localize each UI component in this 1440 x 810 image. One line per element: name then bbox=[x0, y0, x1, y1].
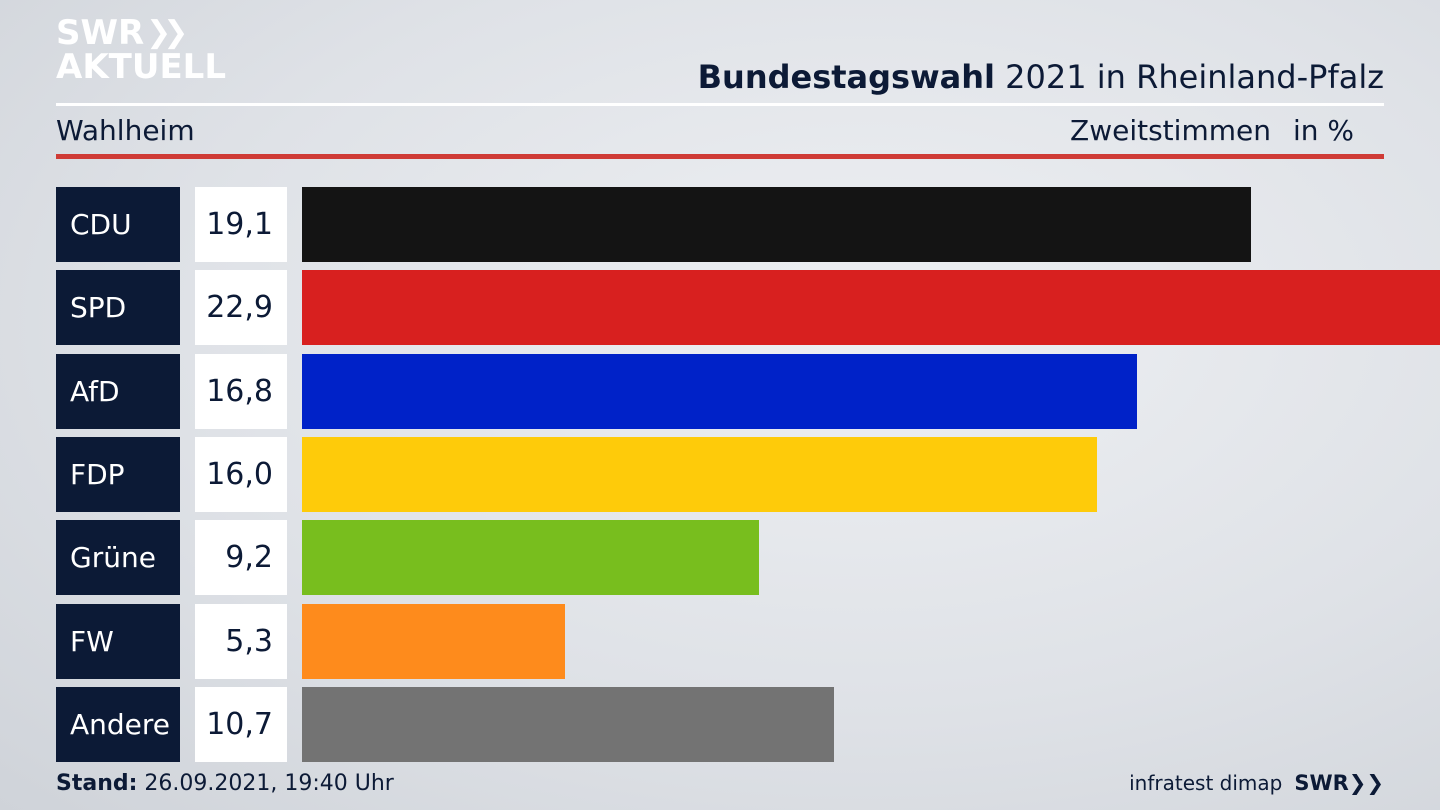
header-divider bbox=[56, 103, 1384, 106]
source-label: infratest dimap bbox=[1129, 771, 1283, 795]
stand-label: Stand: bbox=[56, 771, 138, 796]
bar bbox=[302, 686, 834, 762]
party-label: Andere bbox=[56, 686, 180, 762]
value-label: 16,0 bbox=[195, 436, 287, 512]
chart-title: Bundestagswahl 2021 in Rheinland-Pfalz bbox=[698, 58, 1384, 96]
timestamp: Stand: 26.09.2021, 19:40 Uhr bbox=[56, 771, 394, 796]
accent-divider bbox=[56, 154, 1384, 159]
value-label: 22,9 bbox=[195, 270, 287, 346]
measure-text: Zweitstimmen bbox=[1070, 114, 1271, 147]
party-label: SPD bbox=[56, 270, 180, 346]
title-rest: 2021 in Rheinland-Pfalz bbox=[1005, 58, 1384, 96]
logo-line2: AKTUELL bbox=[56, 47, 227, 87]
value-label: 9,2 bbox=[195, 520, 287, 596]
bar bbox=[302, 520, 760, 596]
title-bold: Bundestagswahl bbox=[697, 58, 995, 96]
value-label: 16,8 bbox=[195, 353, 287, 429]
chevron-right-icon: ❯❯ bbox=[1348, 771, 1384, 795]
party-label: FW bbox=[56, 603, 180, 679]
source-credit: infratest dimap SWR❯❯ bbox=[1129, 771, 1384, 795]
bar bbox=[302, 353, 1137, 429]
value-label: 10,7 bbox=[195, 686, 287, 762]
swr-aktuell-logo: SWR ❯❯ AKTUELL bbox=[56, 13, 227, 87]
unit-text: in % bbox=[1292, 114, 1354, 147]
party-label: Grüne bbox=[56, 520, 180, 596]
bar bbox=[302, 603, 566, 679]
measure-label: Zweitstimmen in % bbox=[1070, 114, 1354, 147]
value-label: 5,3 bbox=[195, 603, 287, 679]
brand-label: SWR❯❯ bbox=[1294, 771, 1384, 795]
party-label: FDP bbox=[56, 436, 180, 512]
party-label: CDU bbox=[56, 187, 180, 262]
bar bbox=[302, 187, 1252, 262]
stand-value: 26.09.2021, 19:40 Uhr bbox=[144, 771, 394, 796]
logo-line1: SWR bbox=[56, 13, 145, 53]
party-label: AfD bbox=[56, 353, 180, 429]
bar bbox=[302, 270, 1440, 346]
chevron-right-icon: ❯❯ bbox=[146, 15, 188, 50]
location-label: Wahlheim bbox=[56, 114, 195, 147]
bar bbox=[302, 436, 1098, 512]
value-label: 19,1 bbox=[195, 187, 287, 262]
